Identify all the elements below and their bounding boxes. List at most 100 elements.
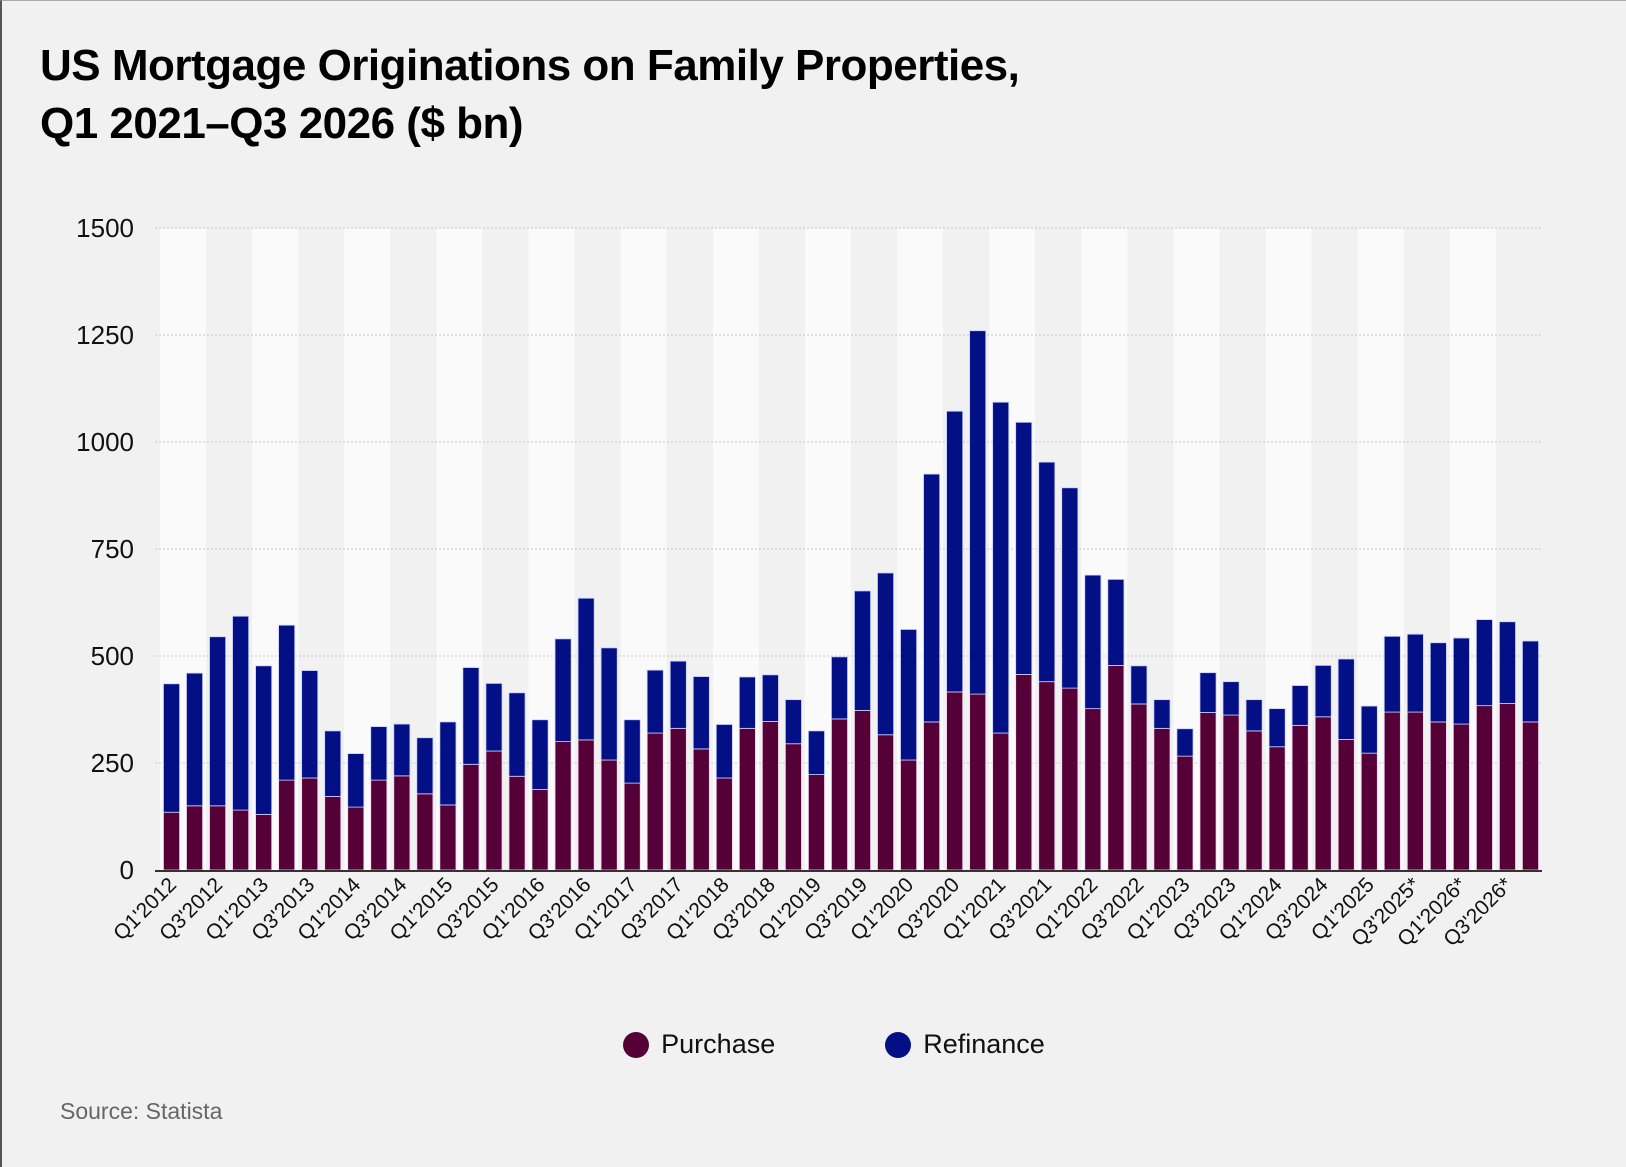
bar-refinance	[1406, 633, 1424, 713]
bar-refinance	[831, 656, 848, 720]
bar-refinance	[1314, 665, 1332, 718]
y-tick-label: 1250	[76, 320, 134, 350]
bar-refinance	[738, 676, 756, 729]
purchase-color-dot-icon	[623, 1031, 650, 1058]
bar-refinance	[807, 730, 825, 775]
bar-refinance	[1268, 708, 1286, 748]
bar-refinance	[324, 730, 342, 797]
stacked-bar-chart: 0 250 500 750 1000 1250 1500 Q1'2012Q3'2012Q1'…	[76, 213, 1542, 951]
bar-refinance	[462, 667, 480, 765]
bar-refinance	[946, 410, 964, 693]
bar-refinance	[877, 572, 895, 736]
bar-purchase	[692, 748, 710, 871]
bar-purchase	[1337, 739, 1355, 871]
bar-purchase	[1522, 721, 1539, 871]
bar-purchase	[715, 777, 733, 871]
bar-refinance	[992, 401, 1010, 734]
bar-purchase	[531, 789, 549, 871]
bar-refinance	[278, 624, 296, 781]
bar-refinance	[1475, 619, 1493, 707]
bar-purchase	[301, 777, 319, 871]
bar-purchase	[439, 804, 457, 871]
bar-purchase	[370, 779, 388, 871]
bar-refinance	[439, 721, 457, 806]
bar-refinance	[416, 737, 434, 795]
bar-purchase	[1314, 716, 1332, 871]
bar-refinance	[1199, 672, 1217, 713]
legend: Purchase Refinance	[2, 1029, 1626, 1060]
bar-refinance	[715, 724, 733, 779]
y-tick-label: 0	[120, 855, 134, 885]
bar-purchase	[969, 693, 987, 871]
bar-refinance	[1245, 699, 1263, 732]
bar-purchase	[186, 805, 204, 871]
bar-refinance	[1015, 421, 1033, 675]
bar-refinance	[186, 672, 204, 807]
legend-item-refinance[interactable]: Refinance	[885, 1029, 1045, 1060]
legend-item-purchase[interactable]: Purchase	[623, 1029, 775, 1060]
bar-purchase	[508, 775, 526, 871]
bars	[163, 330, 1539, 871]
bar-refinance	[761, 674, 779, 722]
bar-purchase	[1245, 730, 1263, 871]
legend-label-refinance: Refinance	[923, 1029, 1045, 1059]
bar-purchase	[1107, 665, 1125, 871]
bar-purchase	[485, 750, 503, 871]
bar-refinance	[301, 670, 319, 779]
bar-purchase	[462, 763, 480, 871]
bar-refinance	[969, 330, 987, 695]
bar-purchase	[1199, 712, 1217, 871]
bar-refinance	[531, 719, 549, 790]
bar-refinance	[784, 699, 802, 745]
bar-refinance	[255, 665, 273, 815]
bar-refinance	[1498, 621, 1516, 704]
bar-purchase	[1222, 714, 1240, 871]
bar-refinance	[1360, 705, 1378, 754]
bar-purchase	[1383, 711, 1401, 871]
bar-purchase	[1038, 681, 1056, 871]
bar-purchase	[278, 779, 296, 871]
bar-refinance	[232, 615, 250, 811]
bar-purchase	[600, 759, 618, 871]
bar-purchase	[831, 718, 848, 871]
legend-label-purchase: Purchase	[661, 1029, 776, 1059]
bar-purchase	[416, 793, 434, 871]
bar-refinance	[1176, 728, 1194, 757]
y-tick-label: 500	[91, 641, 134, 671]
bar-refinance	[1337, 658, 1355, 740]
bar-refinance	[669, 660, 687, 729]
bar-purchase	[1475, 705, 1493, 871]
bar-purchase	[623, 782, 641, 871]
bar-refinance	[347, 753, 365, 808]
bar-purchase	[232, 809, 250, 871]
y-tick-label: 750	[91, 534, 134, 564]
bar-purchase	[784, 743, 802, 871]
bar-refinance	[370, 726, 388, 781]
chart-title-line2: Q1 2021–Q3 2026 ($ bn)	[40, 99, 524, 148]
chart-title-line1: US Mortgage Originations on Family Prope…	[40, 41, 1020, 90]
bar-purchase	[393, 775, 411, 871]
bar-purchase	[1291, 724, 1309, 871]
bar-purchase	[1130, 703, 1148, 871]
bar-refinance	[1038, 461, 1056, 683]
bar-refinance	[692, 676, 710, 750]
bar-purchase	[1084, 708, 1102, 871]
chart-title: US Mortgage Originations on Family Prope…	[40, 37, 1020, 153]
gridlines	[155, 227, 1542, 764]
bar-refinance	[923, 473, 941, 723]
bar-refinance	[209, 636, 227, 807]
bar-refinance	[1107, 578, 1125, 666]
bar-purchase	[1015, 674, 1033, 871]
bar-purchase	[900, 759, 918, 871]
bar-purchase	[1360, 752, 1378, 871]
y-tick-label: 250	[91, 748, 134, 778]
bar-purchase	[1061, 687, 1079, 871]
bar-refinance	[163, 683, 180, 813]
bar-purchase	[577, 739, 595, 871]
bar-purchase	[923, 721, 941, 871]
bar-purchase	[1153, 727, 1171, 871]
bar-refinance	[646, 669, 664, 734]
bar-purchase	[646, 732, 664, 871]
source-note: Source: Statista	[60, 1098, 223, 1124]
refinance-color-dot-icon	[885, 1031, 912, 1058]
